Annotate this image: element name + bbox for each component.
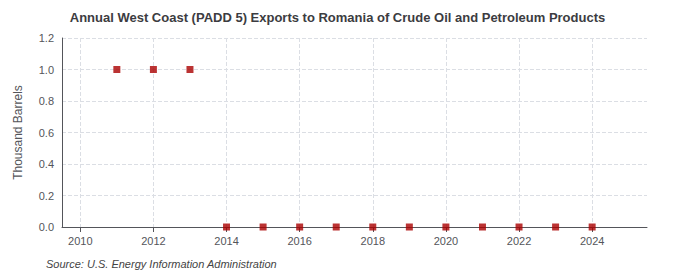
svg-text:Thousand Barrels: Thousand Barrels [11,85,25,180]
svg-text:0.0: 0.0 [39,221,54,233]
svg-text:2024: 2024 [580,235,604,247]
svg-text:2016: 2016 [287,235,311,247]
svg-text:0.6: 0.6 [39,127,54,139]
svg-text:2022: 2022 [507,235,531,247]
svg-text:0.4: 0.4 [39,158,54,170]
svg-text:0.8: 0.8 [39,95,54,107]
svg-text:2012: 2012 [141,235,165,247]
svg-text:2010: 2010 [68,235,92,247]
svg-text:2014: 2014 [214,235,238,247]
svg-text:2018: 2018 [361,235,385,247]
svg-text:Source: U.S. Energy Informatio: Source: U.S. Energy Information Administ… [46,258,277,270]
svg-text:1.2: 1.2 [39,32,54,44]
svg-text:0.2: 0.2 [39,190,54,202]
svg-text:2020: 2020 [434,235,458,247]
svg-text:1.0: 1.0 [39,64,54,76]
svg-text:Annual West Coast (PADD 5) Exp: Annual West Coast (PADD 5) Exports to Ro… [70,10,605,25]
